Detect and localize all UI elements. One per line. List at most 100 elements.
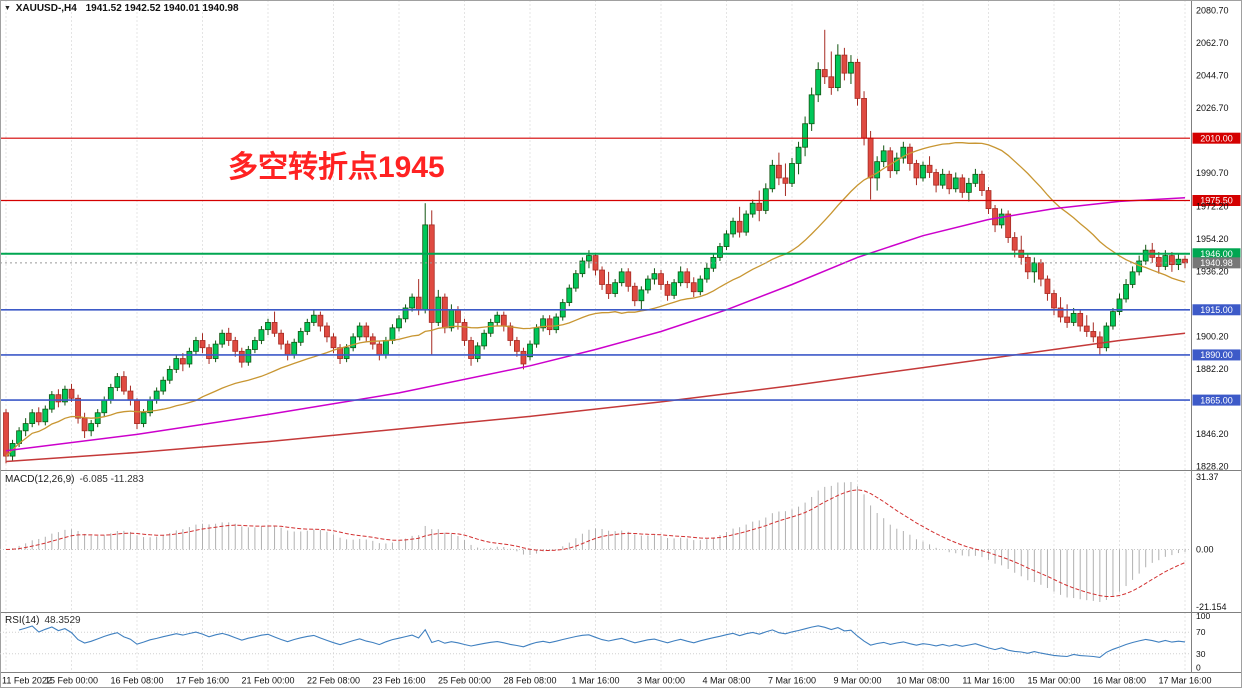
candle: [808, 87, 815, 131]
candle: [998, 208, 1005, 229]
candle-body: [762, 188, 769, 211]
candle-body: [1129, 271, 1136, 285]
candle-body: [893, 157, 900, 172]
candle-body: [867, 137, 874, 179]
candle-body: [834, 54, 841, 89]
candle-body: [330, 336, 337, 349]
candle-body: [160, 379, 167, 392]
candle: [389, 324, 396, 345]
candle-body: [599, 269, 605, 285]
candle-body: [651, 273, 658, 280]
price-axis-label: 1882.20: [1196, 364, 1229, 374]
candle-body: [212, 343, 219, 359]
candle: [245, 345, 252, 366]
time-axis-label: 7 Mar 16:00: [768, 676, 816, 686]
price-axis-label: 1990.70: [1196, 168, 1229, 178]
candle-body: [42, 408, 49, 423]
candle: [212, 340, 219, 363]
candle: [206, 344, 212, 364]
candle: [356, 322, 363, 341]
candle-body: [62, 388, 68, 403]
candle-body: [455, 309, 461, 323]
candle: [199, 333, 206, 354]
candle-body: [1057, 307, 1064, 318]
candle-body: [55, 394, 62, 403]
candle: [756, 190, 763, 222]
candle-body: [468, 340, 474, 359]
candle: [1129, 266, 1136, 289]
candle-body: [756, 202, 763, 211]
candle-body: [1064, 316, 1070, 323]
candle-body: [933, 172, 939, 186]
time-axis-label: 9 Mar 00:00: [833, 676, 881, 686]
price-label: 1915.00: [1200, 305, 1233, 315]
candle: [1077, 309, 1084, 332]
candle: [697, 275, 704, 296]
candle-body: [29, 412, 36, 424]
candle-body: [618, 271, 625, 284]
candle-body: [428, 224, 435, 323]
time-axis-label: 16 Mar 08:00: [1093, 676, 1146, 686]
candle: [848, 55, 854, 84]
macd-signal-line: [5, 489, 1186, 597]
candle: [297, 327, 304, 346]
candle-body: [913, 163, 920, 179]
candle: [815, 62, 822, 103]
candle-body: [1142, 249, 1149, 262]
candle: [160, 376, 167, 395]
annotation-text[interactable]: 多空转折点1945: [228, 151, 445, 184]
candle-body: [514, 340, 520, 352]
candle-body: [1044, 278, 1051, 294]
candle-body: [749, 202, 756, 215]
candle-body: [127, 390, 134, 401]
candle: [605, 271, 612, 299]
candle: [363, 322, 370, 343]
ma-slow-line: [5, 332, 1186, 463]
price-label: 2010.00: [1200, 133, 1233, 143]
price-label: 1865.00: [1200, 395, 1233, 405]
candle-body: [926, 164, 933, 173]
candle: [1070, 307, 1077, 327]
candle: [939, 168, 946, 189]
candle: [258, 326, 265, 345]
macd-histogram: [12, 482, 1186, 602]
candle-body: [520, 350, 527, 365]
candle-body: [173, 358, 180, 370]
ma-fast-line: [5, 141, 1186, 457]
candle-body: [540, 318, 546, 329]
candle-body: [369, 336, 376, 345]
candle: [1090, 322, 1097, 343]
candle: [1169, 251, 1175, 272]
candle-body: [1175, 258, 1182, 266]
price-label: 1975.50: [1200, 196, 1233, 206]
candle: [1123, 279, 1129, 303]
candle: [173, 354, 180, 374]
candle-body: [258, 329, 265, 341]
candle-body: [114, 376, 121, 388]
candle-body: [219, 332, 226, 345]
candle: [62, 385, 68, 406]
candle-body: [232, 340, 239, 352]
candle-body: [736, 220, 743, 233]
candle: [612, 279, 619, 298]
candle-body: [1182, 258, 1188, 264]
candle-body: [815, 69, 822, 96]
price-label-box: [1192, 248, 1241, 260]
candle: [703, 262, 710, 283]
candle: [1018, 235, 1025, 265]
candle-body: [1110, 311, 1116, 327]
candle-body: [350, 336, 357, 349]
candle-body: [586, 255, 592, 262]
candle-body: [409, 296, 416, 309]
candle-body: [861, 98, 867, 139]
time-axis-label: 22 Feb 08:00: [307, 676, 360, 686]
candle-body: [671, 282, 677, 296]
candle-body: [690, 282, 697, 293]
candle: [638, 286, 645, 310]
candle-body: [533, 327, 540, 345]
candle-body: [343, 347, 350, 359]
price-label-box: [1192, 132, 1241, 144]
rsi-axis-label: 70: [1196, 627, 1206, 637]
